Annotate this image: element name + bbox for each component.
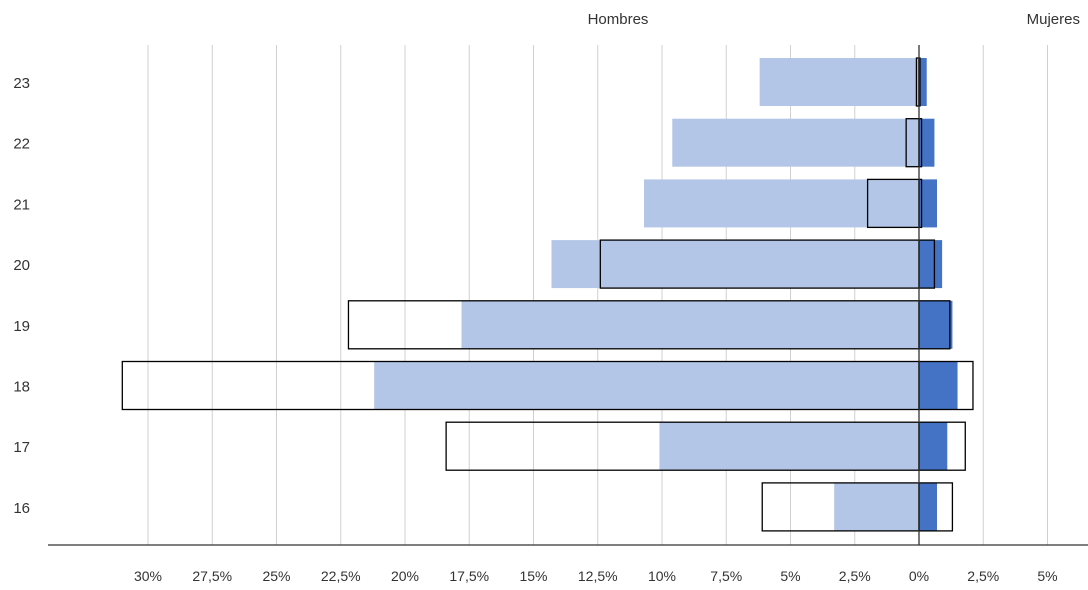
x-tick-label: 25% (262, 568, 290, 584)
category-label: 21 (13, 196, 30, 213)
category-label: 16 (13, 500, 30, 517)
x-tick-label: 12,5% (578, 568, 618, 584)
bar-hombres-20 (551, 240, 919, 289)
x-tick-label: 30% (134, 568, 162, 584)
bar-mujeres-16 (919, 482, 937, 531)
bar-hombres-16 (834, 482, 919, 531)
filled-bars (374, 58, 958, 531)
x-tick-label: 5% (1037, 568, 1057, 584)
x-tick-label: 5% (780, 568, 800, 584)
header-hombres: Hombres (588, 11, 649, 28)
x-tick-labels: 30% 27,5% 25% 22,5% 20% 17,5% 15% 12,5% 10% 7,5% 5… (134, 568, 1058, 584)
header-mujeres: Mujeres (1027, 11, 1080, 28)
bar-mujeres-22 (919, 118, 935, 167)
category-label: 18 (13, 379, 30, 396)
x-tick-label: 0% (909, 568, 929, 584)
bar-mujeres-18 (919, 361, 958, 410)
bar-hombres-21 (644, 179, 919, 228)
bar-mujeres-17 (919, 422, 948, 471)
x-tick-label: 15% (519, 568, 547, 584)
bar-hombres-22 (672, 118, 919, 167)
bar-hombres-19 (461, 300, 919, 349)
bar-mujeres-21 (919, 179, 937, 228)
category-label: 19 (13, 318, 30, 335)
x-tick-label: 17,5% (449, 568, 489, 584)
bar-hombres-23 (759, 58, 919, 106)
category-label: 20 (13, 257, 30, 274)
category-label: 22 (13, 136, 30, 153)
x-tick-label: 7,5% (710, 568, 742, 584)
x-tick-label: 2,5% (839, 568, 871, 584)
category-label: 17 (13, 439, 30, 456)
x-tick-label: 22,5% (321, 568, 361, 584)
bar-mujeres-23 (919, 58, 927, 106)
bar-hombres-18 (374, 361, 919, 410)
category-labels: 23 22 21 20 19 18 17 16 (13, 75, 30, 517)
category-label: 23 (13, 75, 30, 92)
bar-hombres-17 (659, 422, 919, 471)
x-tick-label: 20% (391, 568, 419, 584)
x-tick-label: 27,5% (192, 568, 232, 584)
x-tick-label: 2,5% (967, 568, 999, 584)
bar-mujeres-19 (919, 300, 953, 349)
x-tick-label: 10% (648, 568, 676, 584)
bar-mujeres-20 (919, 240, 943, 289)
